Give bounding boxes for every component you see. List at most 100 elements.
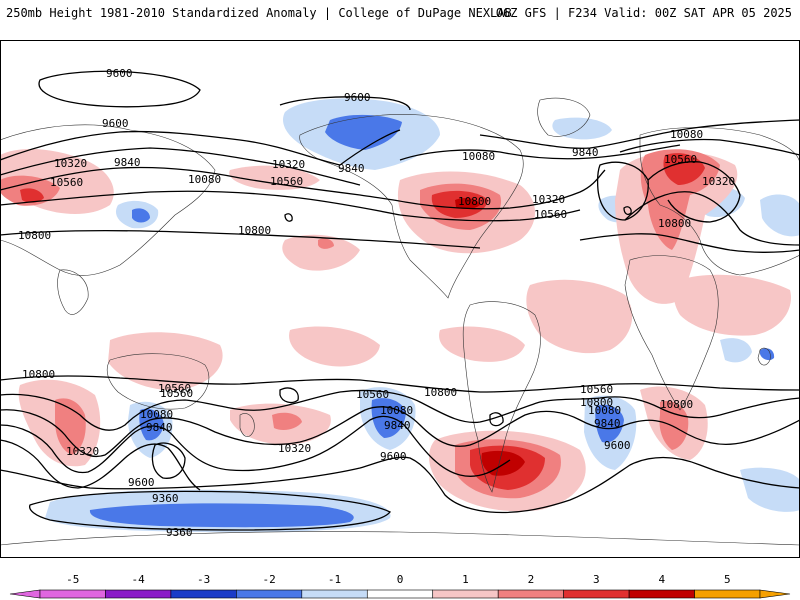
contour-9360-antarctic: [29, 490, 391, 531]
colorbar-swatch: [628, 589, 695, 599]
anomaly-pos-tropics: [108, 332, 223, 391]
anomaly-pos2-s-aus: [272, 412, 302, 430]
anomaly-pos-subtropic: [282, 234, 360, 271]
contour-s-atlantic-hook: [279, 387, 299, 404]
anomaly-neg2-wpac: [132, 208, 150, 223]
colorbar-swatch: [170, 589, 237, 599]
colorbar-tick-label: 0: [397, 573, 404, 586]
contour-label: 10320: [272, 158, 305, 171]
colorbar: -5 -4 -3 -2 -1 0 1 2 3 4 5: [9, 573, 791, 599]
colorbar-swatch: [497, 589, 564, 599]
contour-9840-south: [0, 439, 201, 491]
contour-label: 9840: [594, 417, 621, 430]
contour-label: 10800: [458, 195, 491, 208]
anomaly-neg2-s-ocean-2: [371, 398, 406, 438]
height-contours: [0, 70, 800, 531]
contour-label: 10080: [588, 404, 621, 417]
contour-label: 10080: [140, 408, 173, 421]
contour-label: 10320: [54, 157, 87, 170]
anomaly-pos-s-america: [439, 326, 525, 362]
contour-10800-europe: [579, 233, 800, 253]
colorbar-swatch: [236, 589, 303, 599]
anomaly-pos-africa: [526, 279, 633, 354]
colorbar-tick-label: 1: [462, 573, 469, 586]
contour-label: 10800: [580, 396, 613, 409]
anomaly-shading: [0, 98, 800, 533]
contour-label: 10320: [66, 445, 99, 458]
contour-label: 9600: [344, 91, 371, 104]
model-run-info: 06Z GFS | F234 Valid: 00Z SAT APR 05 202…: [495, 6, 792, 20]
contour-9600-north-center: [279, 96, 411, 111]
colorbar-tick-label: -3: [197, 573, 210, 586]
contour-9840-loop: [151, 442, 186, 479]
contour-label: 10560: [356, 388, 389, 401]
contour-label: 9600: [102, 117, 129, 130]
contour-10560-south: [0, 389, 800, 431]
anomaly-neg2-s-ocean-3: [595, 404, 624, 443]
contour-label: 10320: [702, 175, 735, 188]
contour-labels: 9600 9600 9600 10320 10560 9840 10080 10…: [18, 67, 735, 539]
coast-antarctica: [0, 531, 800, 546]
contour-label: 10560: [158, 382, 191, 395]
contour-label: 10800: [238, 224, 271, 237]
contour-label: 9360: [152, 492, 179, 505]
contour-label: 10560: [664, 153, 697, 166]
contour-10320-pacific: [0, 166, 406, 203]
contour-10080-america: [399, 144, 681, 161]
anomaly-neg-natl: [552, 117, 612, 140]
colorbar-swatch: [694, 589, 761, 599]
anomaly-pos4-namerica: [455, 197, 480, 210]
anomaly-pos-south-pacific: [289, 326, 380, 367]
colorbar-tick-label: 2: [528, 573, 535, 586]
contour-label: 10560: [50, 176, 83, 189]
contour-small-pacific: [284, 213, 293, 222]
contour-10080-europe: [619, 138, 800, 156]
contour-10800-south: [0, 375, 800, 393]
coast-south-america: [462, 301, 541, 493]
contour-9840-atlantic: [479, 119, 800, 149]
colorbar-swatch: [105, 589, 172, 599]
contour-label: 10560: [580, 383, 613, 396]
anomaly-pos2-s-indian: [55, 398, 86, 455]
colorbar-swatch: [301, 589, 368, 599]
header: 250mb Height 1981-2010 Standardized Anom…: [0, 0, 800, 28]
contour-10080-pacific: [0, 147, 361, 186]
contour-10080-south: [0, 415, 511, 477]
contour-10560-europe: [624, 191, 800, 246]
contour-label: 10080: [380, 404, 413, 417]
contour-label: 9600: [604, 439, 631, 452]
colorbar-tick-labels: -5 -4 -3 -2 -1 0 1 2 3 4 5: [66, 573, 730, 586]
colorbar-tick-label: -2: [262, 573, 275, 586]
contour-label: 10800: [22, 368, 55, 381]
contour-9600-south: [0, 456, 800, 514]
colorbar-tick-label: -5: [66, 573, 79, 586]
contour-label: 10320: [278, 442, 311, 455]
contour-label: 9360: [166, 526, 193, 539]
contour-label: 10800: [658, 217, 691, 230]
colorbar-arrow-right: [759, 589, 791, 599]
coast-new-zealand: [239, 413, 255, 437]
anomaly-map: 9600 9600 9600 10320 10560 9840 10080 10…: [0, 40, 800, 558]
contour-label: 10560: [270, 175, 303, 188]
contour-s-america-small: [489, 412, 504, 427]
contour-label: 10560: [160, 387, 193, 400]
coastlines: [0, 97, 800, 546]
contour-label: 10080: [670, 128, 703, 141]
coast-greenland: [537, 97, 591, 137]
anomaly-neg-east: [760, 194, 800, 237]
anomaly-neg-antarctic-east: [740, 467, 800, 512]
contour-label: 9840: [146, 421, 173, 434]
anomaly-neg2-s-ocean-1: [139, 408, 164, 441]
coast-africa: [624, 255, 719, 411]
contour-10320-america: [404, 169, 606, 210]
contour-label: 9840: [572, 146, 599, 159]
colorbar-swatch: [432, 589, 499, 599]
contour-atlantic-small: [623, 206, 632, 215]
contour-label: 9840: [384, 419, 411, 432]
anomaly-pos3-siberia: [20, 188, 44, 203]
colorbar-swatch: [366, 589, 434, 599]
map-title: 250mb Height 1981-2010 Standardized Anom…: [6, 6, 512, 20]
contour-label: 9600: [106, 67, 133, 80]
contour-10560-america: [399, 209, 581, 222]
contour-label: 9600: [128, 476, 155, 489]
